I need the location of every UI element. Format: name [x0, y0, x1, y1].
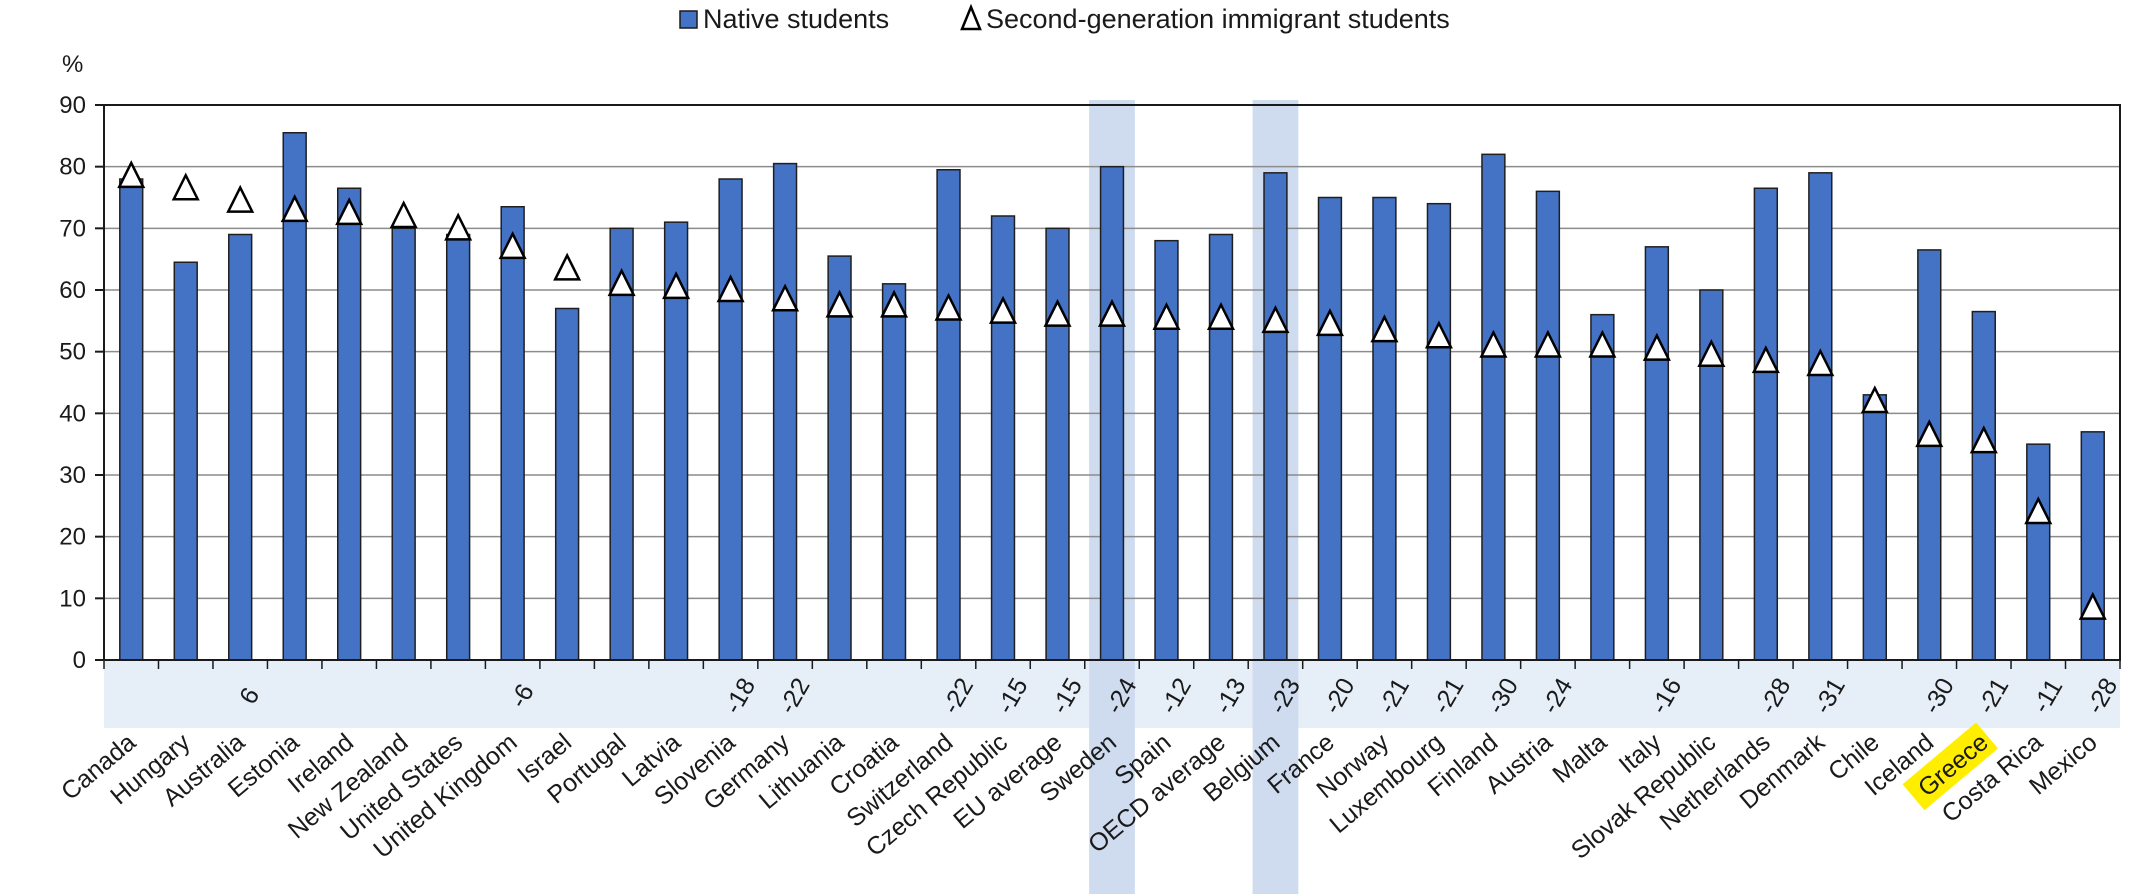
marker-second-generation-8 — [553, 252, 582, 281]
marker-second-generation-19 — [1152, 301, 1181, 330]
bar-native-32 — [1862, 394, 1888, 661]
marker-second-generation-18 — [1097, 298, 1127, 327]
marker-second-generation-32 — [1860, 385, 1889, 414]
marker-second-generation-17 — [1043, 298, 1072, 327]
marker-second-generation-13 — [825, 289, 854, 318]
bar-native-25 — [1481, 153, 1506, 661]
bar-native-35 — [2026, 443, 2051, 661]
marker-second-generation-24 — [1424, 320, 1453, 349]
marker-second-generation-29 — [1697, 338, 1726, 367]
bar-native-6 — [445, 233, 471, 661]
highlight-mark-34 — [1902, 722, 1998, 811]
bar-native-33 — [1917, 249, 1942, 661]
bar-native-4 — [336, 187, 362, 661]
marker-second-generation-6 — [444, 212, 473, 241]
marker-second-generation-33 — [1915, 419, 1944, 448]
marker-second-generation-5 — [389, 200, 418, 229]
category-label-27: Malta — [1547, 728, 1612, 789]
marker-second-generation-10 — [662, 271, 691, 300]
bar-native-18 — [1099, 165, 1125, 661]
marker-second-generation-3 — [280, 194, 309, 223]
marker-second-generation-26 — [1533, 329, 1562, 358]
bar-native-5 — [391, 227, 416, 661]
legend-triangle-icon — [960, 3, 982, 31]
marker-second-generation-22 — [1315, 308, 1344, 337]
y-tick-label-30: 30 — [59, 462, 86, 489]
marker-second-generation-30 — [1751, 345, 1780, 374]
bar-native-36 — [2080, 431, 2105, 661]
marker-second-generation-7 — [498, 231, 527, 260]
y-axis-ticks: 0 10 20 30 40 50 60 70 80 90 — [59, 92, 104, 674]
bar-native-12 — [772, 162, 798, 661]
marker-second-generation-1 — [171, 172, 200, 201]
y-tick-label-80: 80 — [59, 154, 86, 181]
bar-native-30 — [1753, 187, 1779, 661]
marker-second-generation-11 — [716, 274, 745, 303]
y-tick-label-50: 50 — [59, 339, 86, 366]
bar-native-28 — [1644, 246, 1670, 661]
bar-native-21 — [1263, 172, 1288, 661]
bar-native-22 — [1317, 196, 1343, 661]
bar-native-20 — [1208, 233, 1234, 661]
bar-native-8 — [554, 307, 580, 661]
marker-second-generation-31 — [1806, 348, 1835, 377]
category-label-group-27: Malta — [1547, 728, 1612, 789]
marker-second-generation-12 — [771, 283, 800, 312]
x-axis-ticks — [103, 660, 2121, 669]
bars-native-students — [119, 132, 2105, 661]
marker-second-generation-21 — [1261, 305, 1290, 334]
marker-second-generation-14 — [880, 289, 909, 318]
bar-native-17 — [1045, 227, 1070, 661]
legend-label-second-generation: Second-generation immigrant students — [986, 4, 1450, 34]
bar-native-26 — [1535, 190, 1561, 661]
legend-label-native: Native students — [703, 4, 889, 34]
y-tick-label-60: 60 — [59, 277, 86, 304]
y-tick-label-90: 90 — [59, 92, 86, 119]
marker-second-generation-36 — [2078, 591, 2107, 620]
marker-second-generation-9 — [607, 268, 636, 297]
bar-native-34 — [1971, 310, 1996, 661]
marker-second-generation-27 — [1588, 329, 1617, 358]
y-tick-label-20: 20 — [59, 524, 86, 551]
marker-second-generation-28 — [1642, 332, 1671, 361]
markers-second-generation — [117, 160, 2107, 620]
bar-native-2 — [228, 233, 253, 661]
marker-second-generation-16 — [989, 295, 1018, 324]
marker-second-generation-23 — [1370, 314, 1399, 343]
plot-frame — [103, 104, 2121, 661]
bar-native-14 — [881, 283, 907, 661]
bar-native-7 — [500, 206, 525, 661]
bar-native-27 — [1590, 313, 1615, 661]
marker-second-generation-25 — [1479, 329, 1508, 358]
bar-native-11 — [718, 178, 743, 661]
category-labels: CanadaHungaryAustraliaEstoniaIrelandNew … — [56, 722, 2103, 865]
bar-native-1 — [173, 261, 198, 661]
legend: Native students Second-generation immigr… — [679, 3, 1450, 34]
marker-second-generation-34 — [1969, 425, 1998, 454]
y-tick-label-40: 40 — [59, 400, 86, 427]
marker-second-generation-0 — [117, 160, 146, 189]
y-axis-label: % — [62, 51, 83, 78]
marker-second-generation-2 — [226, 184, 255, 213]
marker-second-generation-15 — [934, 292, 963, 321]
bar-native-31 — [1808, 172, 1833, 661]
marker-second-generation-35 — [2024, 496, 2053, 525]
bar-native-24 — [1426, 202, 1452, 661]
bar-native-0 — [119, 178, 144, 661]
marker-second-generation-4 — [335, 197, 364, 226]
marker-second-generation-20 — [1206, 301, 1235, 330]
y-tick-label-10: 10 — [59, 585, 86, 612]
bar-native-23 — [1372, 196, 1397, 661]
legend-swatch-native — [679, 10, 698, 29]
bar-native-15 — [936, 169, 961, 661]
y-tick-label-70: 70 — [59, 215, 86, 242]
bar-native-16 — [990, 215, 1016, 661]
y-tick-label-0: 0 — [73, 647, 86, 674]
